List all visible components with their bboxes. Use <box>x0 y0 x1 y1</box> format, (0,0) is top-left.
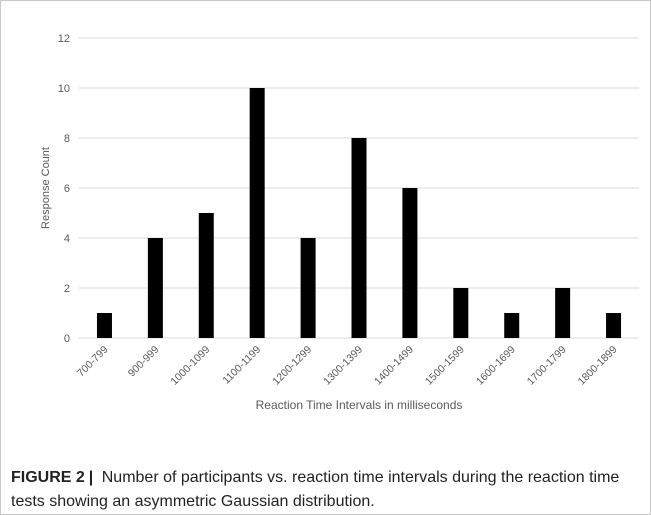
y-axis-label: Response Count <box>40 147 52 229</box>
y-tick-label: 8 <box>64 133 70 145</box>
x-tick-label: 1400-1499 <box>372 344 416 388</box>
x-tick-label: 1300-1399 <box>321 344 365 388</box>
y-tick-label: 2 <box>64 283 70 295</box>
x-axis-label: Reaction Time Intervals in milliseconds <box>256 398 463 412</box>
bar <box>402 188 418 338</box>
bar <box>555 288 571 338</box>
x-tick-label: 1600-1699 <box>474 344 518 388</box>
bar-chart: 0 2 4 6 8 10 12 700-799 900-999 1000-1099 1100-11… <box>40 33 639 412</box>
figure-caption: FIGURE 2 | Number of participants vs. rea… <box>11 466 643 514</box>
x-tick-label: 1100-1199 <box>220 344 263 387</box>
x-tick-label: 1700-1799 <box>525 344 569 388</box>
bar <box>606 313 622 338</box>
y-tick-label: 12 <box>58 33 70 45</box>
y-tick-label: 6 <box>64 183 70 195</box>
y-tick-label: 0 <box>64 333 70 345</box>
caption-text: Number of participants vs. reaction time… <box>11 469 620 510</box>
bar <box>453 288 469 338</box>
y-tick-label: 10 <box>58 83 70 95</box>
bars <box>96 88 622 338</box>
x-tick-label: 1800-1899 <box>576 344 620 388</box>
x-tick-label: 1200-1299 <box>270 344 314 388</box>
bar <box>300 238 316 338</box>
caption-separator: | <box>88 469 94 486</box>
y-tick-label: 4 <box>64 233 70 245</box>
y-axis-ticks: 0 2 4 6 8 10 12 <box>58 33 70 345</box>
x-tick-label: 1500-1599 <box>423 344 467 388</box>
bar <box>147 238 163 338</box>
x-tick-label: 1000-1099 <box>168 344 212 388</box>
x-tick-label: 700-799 <box>75 344 111 380</box>
bar <box>351 138 367 338</box>
x-tick-label: 900-999 <box>126 344 162 380</box>
x-axis-ticks: 700-799 900-999 1000-1099 1100-1199 1200-129… <box>75 344 620 388</box>
bar <box>96 313 112 338</box>
bar <box>198 213 214 338</box>
bar <box>504 313 520 338</box>
caption-label: FIGURE 2 <box>11 469 85 486</box>
bar <box>249 88 265 338</box>
